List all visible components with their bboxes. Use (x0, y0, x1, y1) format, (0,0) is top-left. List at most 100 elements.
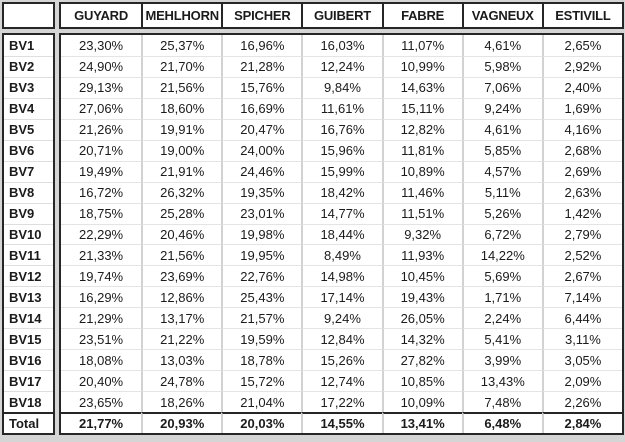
data-cell: 5,11% (461, 181, 542, 203)
data-cell: 10,45% (381, 265, 462, 287)
data-cell: 7,14% (541, 286, 622, 308)
data-cell: 23,01% (221, 202, 302, 224)
data-cell: 7,06% (461, 76, 542, 98)
data-cell: 24,00% (221, 139, 302, 161)
data-cell: 1,71% (461, 286, 542, 308)
data-cell: 14,98% (301, 265, 382, 287)
data-cell: 13,43% (461, 370, 542, 392)
data-cell: 18,26% (141, 391, 222, 413)
total-cell: 2,84% (541, 412, 622, 433)
data-cell: 23,65% (61, 391, 142, 412)
data-cell: 23,51% (61, 328, 142, 349)
data-cell: 12,24% (301, 55, 382, 77)
data-cell: 4,61% (461, 118, 542, 140)
data-cell: 19,43% (381, 286, 462, 308)
column-header: VAGNEUX (461, 4, 542, 27)
data-cell: 15,26% (301, 349, 382, 371)
data-cell: 24,46% (221, 160, 302, 182)
data-cell: 18,60% (141, 97, 222, 119)
data-cell: 26,32% (141, 181, 222, 203)
data-cell: 25,28% (141, 202, 222, 224)
data-cell: 5,41% (461, 328, 542, 350)
data-cell: 18,42% (301, 181, 382, 203)
data-cell: 22,29% (61, 223, 142, 245)
data-cell: 20,71% (61, 139, 142, 161)
total-cell: 20,03% (221, 412, 302, 433)
data-cell: 14,22% (461, 244, 542, 266)
data-cell: 21,70% (141, 55, 222, 77)
data-cell: 19,49% (61, 160, 142, 182)
data-cell: 12,74% (301, 370, 382, 392)
data-cell: 2,67% (541, 265, 622, 287)
data-cell: 21,56% (141, 76, 222, 98)
data-cell: 10,99% (381, 55, 462, 77)
column-header: MEHLHORN (141, 4, 221, 27)
data-cell: 23,69% (141, 265, 222, 287)
data-cell: 16,69% (221, 97, 302, 119)
data-grid: 23,30% 25,37% 16,96% 16,03% 11,07% 4,61% 2,65%… (59, 33, 624, 435)
data-cell: 21,04% (221, 391, 302, 413)
data-cell: 16,72% (61, 181, 142, 203)
data-cell: 21,56% (141, 244, 222, 266)
column-header: ESTIVILL (541, 4, 622, 27)
data-cell: 10,85% (381, 370, 462, 392)
data-cell: 23,30% (79, 37, 124, 53)
data-cell: 11,81% (381, 139, 462, 161)
data-cell: 19,59% (221, 328, 302, 350)
data-cell: 21,33% (61, 244, 142, 265)
data-cell: 9,24% (461, 97, 542, 119)
data-cell: 19,35% (221, 181, 302, 203)
data-cell: 2,79% (541, 223, 622, 245)
row-label: BV1 (9, 37, 35, 53)
data-cell: 11,07% (381, 35, 462, 56)
row-label: BV18 (4, 391, 53, 412)
data-cell: 13,03% (141, 349, 222, 371)
data-cell: 20,47% (221, 118, 302, 140)
data-cell: 16,96% (221, 35, 301, 56)
row-label: BV5 (4, 118, 53, 140)
row-label: BV6 (4, 139, 53, 161)
data-cell: 2,24% (461, 307, 542, 329)
data-cell: 9,24% (301, 307, 382, 329)
data-cell: 18,75% (61, 202, 142, 224)
data-cell: 21,26% (61, 118, 142, 140)
row-label: BV17 (4, 370, 53, 391)
data-cell: 13,17% (141, 307, 222, 329)
row-label: BV3 (4, 76, 53, 98)
data-cell: 2,26% (541, 391, 622, 413)
data-cell: 20,46% (141, 223, 222, 245)
data-cell: 1,69% (541, 97, 622, 119)
data-cell: 9,32% (381, 223, 462, 245)
data-cell: 2,69% (541, 160, 622, 182)
data-cell: 16,03% (301, 35, 381, 56)
data-cell: 21,22% (141, 328, 222, 350)
row-label: BV11 (4, 244, 53, 265)
data-cell: 29,13% (61, 76, 142, 98)
data-cell: 17,14% (301, 286, 382, 308)
row-label: BV9 (4, 202, 53, 224)
data-cell: 10,09% (381, 391, 462, 413)
column-header: GUYARD (74, 8, 129, 23)
data-cell: 19,95% (221, 244, 302, 266)
data-cell: 19,98% (221, 223, 302, 245)
data-cell: 2,63% (541, 181, 622, 203)
table-body: BV1 BV2 BV3 BV4 BV5 BV6 BV7 BV8 BV9 BV10 BV11 BV12 B… (2, 33, 624, 435)
row-label: BV12 (4, 265, 53, 286)
table-header-row: GUYARD MEHLHORN SPICHER GUIBERT FABRE VAGNEUX… (2, 2, 624, 29)
data-cell: 21,57% (221, 307, 302, 329)
data-cell: 18,78% (221, 349, 302, 371)
data-cell: 14,63% (381, 76, 462, 98)
data-cell: 15,99% (301, 160, 382, 182)
data-cell: 7,48% (461, 391, 542, 413)
data-cell: 14,77% (301, 202, 382, 224)
data-cell: 21,91% (141, 160, 222, 182)
data-cell: 12,82% (381, 118, 462, 140)
data-cell: 20,40% (61, 370, 142, 391)
data-cell: 18,44% (301, 223, 382, 245)
data-cell: 27,82% (381, 349, 462, 371)
total-row-label: Total (4, 412, 53, 433)
data-cell: 2,40% (541, 76, 622, 98)
data-cell: 10,89% (381, 160, 462, 182)
data-cell: 2,09% (541, 370, 622, 392)
